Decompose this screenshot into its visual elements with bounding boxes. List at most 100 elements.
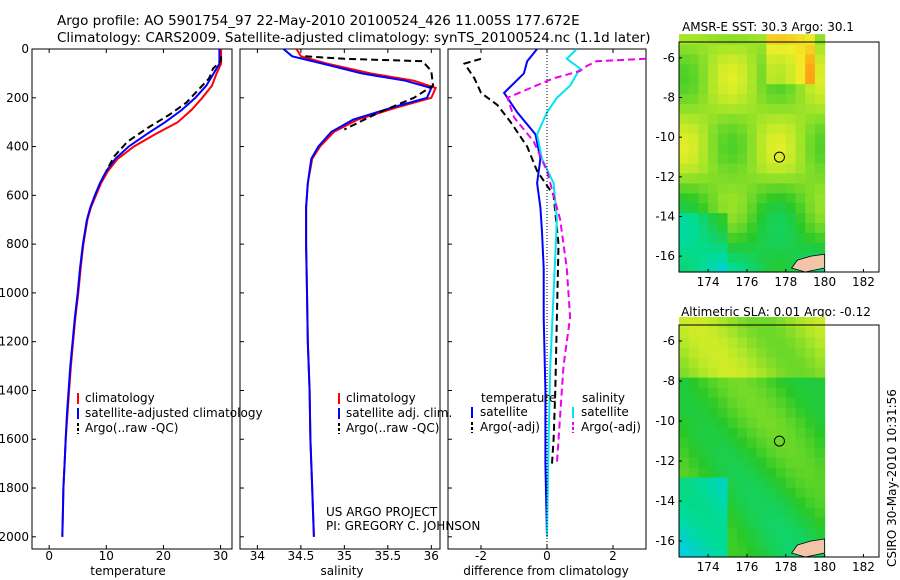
map-y-tick-label: -6 (663, 51, 675, 65)
map-x-tick-label: 178 (774, 560, 797, 574)
heatmap-cell (727, 63, 738, 75)
heatmap-cell (717, 63, 729, 75)
heatmap-cell (727, 232, 738, 243)
heatmap-cell (727, 527, 738, 538)
heatmap-cell (785, 427, 797, 438)
heatmap-cell (756, 44, 767, 55)
heatmap-cell (688, 34, 699, 45)
heatmap-cell (785, 327, 797, 338)
heatmap-cell (776, 417, 787, 428)
x-tick-label: 10 (99, 549, 114, 563)
x-tick-label: 20 (156, 549, 171, 563)
heatmap-cell (698, 507, 709, 518)
heatmap-cell (766, 63, 777, 75)
heatmap-cell (708, 327, 719, 338)
heatmap-cell (737, 467, 748, 478)
heatmap-cell (688, 487, 699, 498)
heatmap-cell (698, 367, 709, 378)
heatmap-cell (766, 242, 777, 253)
heatmap-cell (795, 327, 806, 338)
heatmap-cell (795, 44, 806, 55)
heatmap-cell (708, 123, 719, 134)
heatmap-cell (795, 407, 806, 418)
heatmap-cell (698, 162, 709, 174)
heatmap-cell (785, 34, 797, 45)
heatmap-cell (805, 123, 816, 134)
heatmap-cell (766, 337, 777, 348)
heatmap-cell (679, 133, 690, 144)
heatmap-cell (708, 133, 719, 144)
series-line-argo-raw-qc- (305, 55, 435, 131)
sla-map-title: Altimetric SLA: 0.01 Argo: -0.12 (681, 305, 871, 319)
heatmap-cell (747, 162, 758, 174)
y-tick-label: 600 (6, 188, 29, 202)
heatmap-cell (756, 242, 767, 253)
heatmap-cell (727, 407, 738, 418)
heatmap-cell (708, 477, 719, 488)
heatmap-cell (814, 44, 826, 55)
heatmap-cell (776, 143, 787, 154)
heatmap-cell (776, 242, 787, 253)
heatmap-cell (688, 477, 699, 488)
heatmap-cell (737, 377, 748, 388)
heatmap-cell (698, 252, 709, 263)
heatmap-cell (776, 103, 787, 114)
heatmap-cell (737, 337, 748, 348)
x-tick-label: 30 (213, 549, 228, 563)
heatmap-cell (776, 367, 787, 378)
heatmap-cell (805, 317, 816, 328)
heatmap-cell (785, 262, 797, 273)
heatmap-cell (679, 123, 690, 134)
heatmap-cell (795, 467, 806, 478)
map-x-tick-label: 174 (697, 275, 720, 289)
map-x-tick-label: 180 (813, 275, 836, 289)
heatmap-cell (805, 497, 816, 508)
heatmap-cell (698, 417, 709, 428)
heatmap-cell (688, 367, 699, 378)
heatmap-cell (747, 143, 758, 154)
y-tick-label: 1000 (0, 286, 29, 300)
heatmap-cell (785, 357, 797, 368)
heatmap-cell (679, 497, 690, 508)
heatmap-cell (747, 232, 758, 243)
heatmap-cell (785, 153, 797, 164)
heatmap-cell (708, 437, 719, 448)
heatmap-cell (679, 262, 690, 273)
heatmap-cell (698, 527, 709, 538)
heatmap-cell (795, 357, 806, 368)
heatmap-cell (688, 547, 699, 558)
heatmap-cell (717, 44, 729, 55)
heatmap-cell (737, 537, 748, 548)
heatmap-cell (727, 327, 738, 338)
difference-panel: -2 0 2 difference from climatology tempera… (447, 48, 647, 578)
series-line-argo-raw-qc- (105, 56, 223, 172)
y-tick-label: 200 (6, 91, 29, 105)
heatmap-cell (708, 113, 719, 124)
heatmap-cell (805, 153, 816, 164)
heatmap-cell (785, 447, 797, 458)
heatmap-cell (756, 103, 767, 114)
heatmap-cell (727, 73, 738, 85)
heatmap-cell (717, 252, 729, 263)
heatmap-cell (708, 232, 719, 243)
heatmap-cell (747, 327, 758, 338)
heatmap-cell (727, 367, 738, 378)
heatmap-cell (756, 547, 767, 558)
map-y-tick-label: -14 (655, 209, 675, 223)
sla-map-panel: Altimetric SLA: 0.01 Argo: -0.12 174 176 1… (655, 305, 880, 574)
heatmap-cell (708, 407, 719, 418)
heatmap-cell (679, 93, 690, 105)
map-x-tick-label: 178 (774, 275, 797, 289)
heatmap-cell (708, 497, 719, 508)
heatmap-cell (756, 83, 767, 95)
heatmap-cell (717, 547, 729, 558)
heatmap-cell (708, 192, 719, 204)
heatmap-cell (805, 457, 816, 468)
heatmap-cell (698, 467, 709, 478)
land-outline (790, 538, 825, 558)
heatmap-cell (737, 113, 748, 124)
heatmap-cell (679, 517, 690, 528)
heatmap-cell (698, 123, 709, 134)
heatmap-cell (737, 437, 748, 448)
